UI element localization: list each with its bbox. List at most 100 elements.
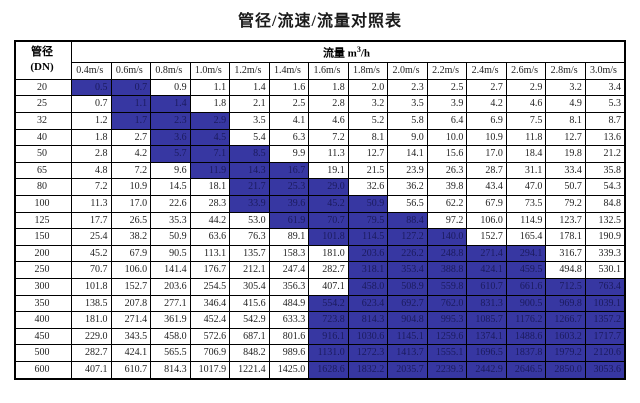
flow-value-cell: 76.3 — [229, 228, 270, 246]
flow-value-cell: 1832.2 — [347, 360, 389, 380]
flow-value-cell: 316.7 — [545, 244, 586, 263]
flow-value-cell: 610.7 — [110, 360, 152, 380]
table-row-dn-250: 250 70.7 106.0 141.4 176.7 212.1 247.4 282.7 318… — [14, 261, 626, 279]
flow-value-cell: 831.3 — [466, 294, 507, 313]
dn-cell: 500 — [14, 344, 72, 362]
flow-value-cell: 3.4 — [584, 78, 626, 97]
flow-value-cell: 2.5 — [426, 78, 468, 97]
flow-value-cell: 723.8 — [308, 311, 349, 329]
flow-value-cell: 152.7 — [466, 228, 507, 246]
dn-cell: 80 — [14, 178, 72, 196]
flow-value-cell: 25.4 — [71, 228, 112, 246]
flow-value-cell: 106.0 — [466, 211, 507, 230]
flow-value-cell: 10.9 — [110, 178, 152, 196]
flow-value-cell: 62.2 — [426, 195, 468, 213]
flow-value-cell: 47.0 — [505, 178, 547, 196]
table-row-dn-40: 40 1.8 2.7 3.6 4.5 5.4 6.3 7.2 8.1 9.0 10.0 10.9 11.… — [14, 128, 626, 147]
flow-value-cell: 226.2 — [387, 244, 428, 263]
flow-value-cell: 3.5 — [229, 112, 270, 130]
velocity-header-1.8m/s: 1.8m/s — [347, 62, 389, 80]
flow-value-cell: 2850.0 — [545, 360, 586, 380]
flow-value-cell: 1176.2 — [505, 311, 547, 329]
table-body: 20 0.5 0.7 0.9 1.1 1.4 1.6 1.8 2.0 2.3 2.5 2.7 2.9 3.… — [14, 78, 626, 380]
flow-value-cell: 294.1 — [505, 244, 547, 263]
flow-value-cell: 114.5 — [347, 228, 389, 246]
table-row-dn-400: 400 181.0 271.4 361.9 452.4 542.9 633.3 723.8 81… — [14, 311, 626, 329]
velocity-header-2.0m/s: 2.0m/s — [387, 62, 428, 80]
flow-value-cell: 1628.6 — [308, 360, 349, 380]
flow-value-cell: 458.0 — [150, 327, 191, 346]
flow-value-cell: 7.2 — [308, 128, 349, 147]
flow-value-cell: 190.9 — [584, 228, 626, 246]
flow-value-cell: 305.4 — [229, 277, 270, 296]
flow-value-cell: 89.1 — [268, 228, 310, 246]
flow-value-cell: 5.7 — [150, 145, 191, 163]
flow-value-cell: 32.6 — [347, 178, 389, 196]
flow-value-cell: 1030.6 — [347, 327, 389, 346]
flow-value-cell: 5.3 — [584, 95, 626, 114]
flow-value-cell: 113.1 — [189, 244, 231, 263]
flow-value-cell: 900.5 — [505, 294, 547, 313]
flow-value-cell: 3.2 — [545, 78, 586, 97]
flow-value-cell: 45.2 — [71, 244, 112, 263]
flow-value-cell: 2.0 — [347, 78, 389, 97]
flow-value-cell: 97.2 — [426, 211, 468, 230]
flow-value-cell: 90.5 — [150, 244, 191, 263]
flow-value-cell: 229.0 — [71, 327, 112, 346]
flow-value-cell: 33.4 — [545, 161, 586, 180]
flow-value-cell: 4.5 — [189, 128, 231, 147]
flow-value-cell: 361.9 — [150, 311, 191, 329]
flow-value-cell: 70.7 — [308, 211, 349, 230]
flow-value-cell: 2239.3 — [426, 360, 468, 380]
velocity-header-0.6m/s: 0.6m/s — [110, 62, 152, 80]
flow-value-cell: 4.6 — [505, 95, 547, 114]
flow-value-cell: 916.1 — [308, 327, 349, 346]
flow-value-cell: 2.9 — [189, 112, 231, 130]
flow-value-cell: 1357.2 — [584, 311, 626, 329]
flow-value-cell: 706.9 — [189, 344, 231, 362]
flow-value-cell: 559.8 — [426, 277, 468, 296]
dn-cell: 200 — [14, 244, 72, 263]
flow-value-cell: 2035.7 — [387, 360, 428, 380]
flow-value-cell: 67.9 — [466, 195, 507, 213]
flow-value-cell: 7.1 — [189, 145, 231, 163]
flow-value-cell: 692.7 — [387, 294, 428, 313]
flow-value-cell: 8.1 — [545, 112, 586, 130]
flow-value-cell: 35.3 — [150, 211, 191, 230]
flow-value-cell: 101.8 — [308, 228, 349, 246]
flow-value-cell: 271.4 — [466, 244, 507, 263]
flow-value-cell: 50.7 — [545, 178, 586, 196]
flow-value-cell: 3.6 — [150, 128, 191, 147]
flow-value-cell: 7.5 — [505, 112, 547, 130]
flow-value-cell: 1039.1 — [584, 294, 626, 313]
flow-value-cell: 801.6 — [268, 327, 310, 346]
flow-value-cell: 12.7 — [347, 145, 389, 163]
flow-value-cell: 25.3 — [268, 178, 310, 196]
flow-value-cell: 814.3 — [347, 311, 389, 329]
flow-value-cell: 181.0 — [71, 311, 112, 329]
flow-value-cell: 35.8 — [584, 161, 626, 180]
flow-value-cell: 212.1 — [229, 261, 270, 279]
flow-value-cell: 2.3 — [387, 78, 428, 97]
flow-value-cell: 1266.7 — [545, 311, 586, 329]
flow-rate-table: 管径 (DN) 流量 m3/h 0.4m/s 0.6m/s 0.8m/s 1.0m/s… — [14, 40, 626, 380]
flow-value-cell: 11.9 — [189, 161, 231, 180]
flow-value-cell: 18.1 — [189, 178, 231, 196]
flow-value-cell: 848.2 — [229, 344, 270, 362]
flow-value-cell: 1555.1 — [426, 344, 468, 362]
flow-value-cell: 1.4 — [150, 95, 191, 114]
flow-value-cell: 152.7 — [110, 277, 152, 296]
flow-value-cell: 407.1 — [308, 277, 349, 296]
flow-value-cell: 178.1 — [545, 228, 586, 246]
flow-value-cell: 282.7 — [71, 344, 112, 362]
velocity-header-1.6m/s: 1.6m/s — [308, 62, 349, 80]
flow-value-cell: 1.8 — [308, 78, 349, 97]
flow-value-cell: 1.7 — [110, 112, 152, 130]
flow-value-cell: 39.8 — [426, 178, 468, 196]
table-row-dn-100: 100 11.3 17.0 22.6 28.3 33.9 39.6 45.2 50.9 56.5 6… — [14, 195, 626, 213]
flow-value-cell: 2.7 — [110, 128, 152, 147]
flow-value-cell: 610.7 — [466, 277, 507, 296]
flow-value-cell: 36.2 — [387, 178, 428, 196]
flow-value-cell: 623.4 — [347, 294, 389, 313]
flow-value-cell: 2.3 — [150, 112, 191, 130]
